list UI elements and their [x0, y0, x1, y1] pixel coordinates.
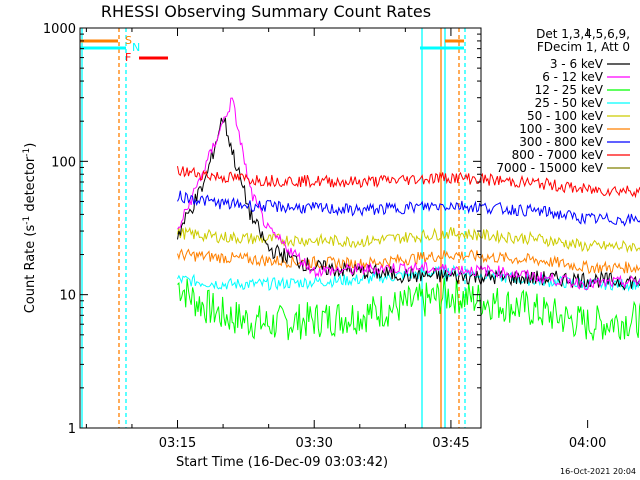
legend: Det 1,3,4,5,6,9, FDecim 1, Att 0 3 - 6 k… [496, 27, 630, 175]
series-line-7 [177, 166, 640, 199]
y-tick-label: 100 [51, 155, 76, 170]
plot-frame [79, 27, 482, 429]
legend-entry-label: 300 - 800 keV [519, 135, 603, 149]
legend-entry-label: 7000 - 15000 keV [496, 161, 603, 175]
y-tick-label: 1 [68, 422, 76, 437]
legend-entry-label: 25 - 50 keV [535, 96, 604, 110]
legend-entry-label: 800 - 7000 keV [512, 148, 604, 162]
series-line-1 [177, 97, 640, 291]
legend-entry-label: 50 - 100 keV [527, 109, 604, 123]
series-line-6 [177, 190, 640, 227]
observing-flags: SNF [80, 28, 466, 428]
x-tick-label: 03:15 [159, 436, 196, 451]
legend-entry-label: 3 - 6 keV [550, 57, 604, 71]
flare-flag-label: F [125, 51, 131, 64]
legend-header-1: Det 1,3,4,5,6,9, [536, 27, 630, 41]
y-axis-label: Count Rate (s-1 detector-1) [22, 143, 38, 314]
legend-header-2: FDecim 1, Att 0 [537, 40, 630, 54]
chart-title: RHESSI Observing Summary Count Rates [101, 2, 431, 21]
y-tick-label: 10 [59, 289, 76, 304]
legend-entry-label: 100 - 300 keV [519, 122, 603, 136]
x-tick-label: 03:30 [295, 436, 332, 451]
y-tick-label: 1000 [43, 22, 76, 37]
x-tick-label: 04:00 [569, 436, 606, 451]
series-line-4 [177, 226, 640, 254]
saa-flag-label: S [125, 34, 132, 47]
x-tick-label: 03:45 [432, 436, 469, 451]
night-flag-label: N [132, 41, 140, 54]
series-line-2 [177, 277, 640, 341]
series-line-0 [177, 117, 640, 291]
legend-entry-label: 12 - 25 keV [535, 83, 604, 97]
series-layer [177, 97, 640, 341]
timestamp: 16-Oct-2021 20:04 [560, 467, 636, 476]
x-axis-label: Start Time (16-Dec-09 03:03:42) [176, 455, 388, 470]
legend-entry-label: 6 - 12 keV [542, 70, 604, 84]
series-line-5 [177, 248, 640, 275]
